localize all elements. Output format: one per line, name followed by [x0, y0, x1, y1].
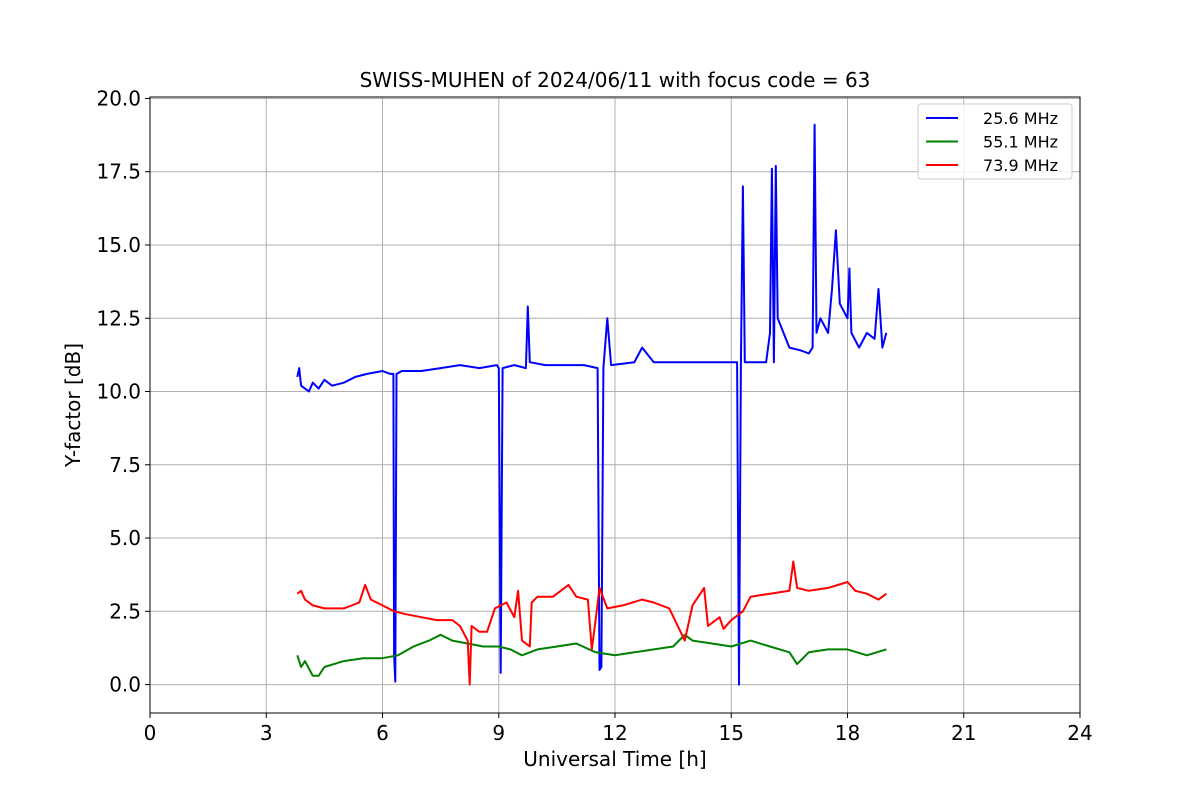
legend: 25.6 MHz 55.1 MHz 73.9 MHz [917, 103, 1073, 180]
x-tick-label: 3 [260, 721, 273, 745]
y-axis-label: Y-factor [dB] [61, 343, 85, 468]
y-tick-label: 15.0 [96, 233, 141, 257]
y-tick-label: 2.5 [109, 599, 141, 623]
legend-label: 25.6 MHz [983, 109, 1058, 128]
x-axis-label: Universal Time [h] [523, 747, 706, 771]
y-axis: 0.0 2.5 5.0 7.5 10.0 12.5 15.0 17.5 20.0 [96, 86, 150, 697]
x-tick-label: 12 [602, 721, 627, 745]
y-tick-label: 0.0 [109, 673, 141, 697]
series-line [296, 633, 887, 677]
y-tick-label: 10.0 [96, 380, 141, 404]
y-tick-label: 12.5 [96, 306, 141, 330]
legend-label: 55.1 MHz [983, 133, 1058, 152]
y-tick-label: 7.5 [109, 453, 141, 477]
x-tick-label: 6 [376, 721, 389, 745]
legend-box [917, 103, 1073, 180]
y-tick-label: 20.0 [96, 86, 141, 110]
x-axis: 0 3 6 9 12 15 18 21 24 [144, 713, 1093, 745]
x-tick-label: 9 [492, 721, 505, 745]
y-tick-label: 5.0 [109, 526, 141, 550]
x-tick-label: 21 [951, 721, 976, 745]
x-tick-label: 0 [144, 721, 157, 745]
x-tick-label: 15 [719, 721, 744, 745]
chart-title: SWISS-MUHEN of 2024/06/11 with focus cod… [360, 68, 871, 92]
series-layer [296, 123, 888, 686]
legend-label: 73.9 MHz [983, 156, 1058, 175]
series-line [296, 560, 887, 686]
series-line [296, 123, 888, 686]
y-tick-label: 17.5 [96, 160, 141, 184]
x-tick-label: 18 [835, 721, 860, 745]
x-tick-label: 24 [1067, 721, 1092, 745]
grid [149, 97, 1081, 713]
